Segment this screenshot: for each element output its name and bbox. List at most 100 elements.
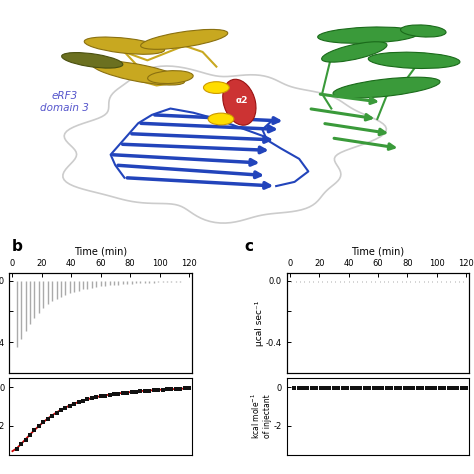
Point [159, 386, 166, 393]
Point [414, 384, 421, 392]
Point [163, 385, 171, 393]
Point [66, 402, 73, 410]
Circle shape [208, 113, 234, 125]
Point [79, 397, 87, 404]
Point [410, 384, 417, 392]
Point [419, 384, 426, 392]
Text: c: c [244, 239, 253, 255]
Point [291, 384, 298, 392]
Point [458, 384, 465, 392]
Point [53, 409, 60, 416]
Ellipse shape [322, 42, 387, 62]
Point [110, 391, 118, 398]
Point [304, 384, 311, 392]
Point [146, 387, 153, 394]
Point [92, 393, 100, 401]
Point [308, 384, 316, 392]
Point [181, 384, 188, 392]
Point [352, 384, 360, 392]
Point [356, 384, 364, 392]
X-axis label: Time (min): Time (min) [352, 247, 405, 257]
Point [374, 384, 382, 392]
Ellipse shape [223, 79, 256, 125]
Point [22, 436, 29, 443]
Point [299, 384, 307, 392]
Point [167, 385, 175, 393]
Point [35, 422, 43, 430]
Point [361, 384, 369, 392]
Point [18, 441, 25, 448]
Ellipse shape [147, 71, 193, 83]
Point [387, 384, 395, 392]
Point [137, 388, 144, 395]
Polygon shape [63, 66, 386, 223]
Point [401, 384, 408, 392]
Point [379, 384, 386, 392]
Point [123, 389, 131, 396]
Point [62, 404, 69, 411]
Point [396, 384, 404, 392]
Point [321, 384, 329, 392]
Point [295, 384, 302, 392]
Point [57, 406, 65, 414]
Point [119, 389, 127, 397]
Point [71, 400, 78, 408]
Ellipse shape [92, 61, 185, 85]
Point [39, 419, 47, 426]
Point [84, 396, 91, 403]
Ellipse shape [318, 27, 419, 43]
Point [445, 384, 453, 392]
Y-axis label: μcal sec⁻¹: μcal sec⁻¹ [255, 300, 264, 346]
Point [330, 384, 337, 392]
Text: b: b [12, 239, 23, 255]
Point [97, 392, 104, 400]
Ellipse shape [84, 37, 164, 54]
Point [185, 384, 193, 392]
Point [348, 384, 356, 392]
Ellipse shape [401, 25, 446, 37]
Point [44, 415, 52, 423]
Text: α2: α2 [236, 96, 248, 105]
Point [335, 384, 342, 392]
Point [343, 384, 351, 392]
Point [31, 427, 38, 434]
Point [150, 386, 157, 394]
X-axis label: Time (min): Time (min) [74, 247, 127, 257]
Point [176, 385, 184, 392]
Point [132, 388, 140, 395]
Point [427, 384, 435, 392]
Point [449, 384, 457, 392]
Point [326, 384, 333, 392]
Point [463, 384, 470, 392]
Point [75, 398, 82, 406]
Point [383, 384, 391, 392]
Point [405, 384, 413, 392]
Point [26, 431, 34, 438]
Point [339, 384, 346, 392]
Ellipse shape [333, 77, 440, 98]
Point [115, 390, 122, 397]
Point [141, 387, 149, 395]
Point [128, 388, 136, 396]
Point [365, 384, 373, 392]
Point [106, 391, 113, 399]
Text: eRF3
domain 3: eRF3 domain 3 [40, 91, 89, 113]
Circle shape [203, 82, 229, 93]
Ellipse shape [141, 29, 228, 49]
Point [423, 384, 430, 392]
Point [392, 384, 400, 392]
Point [370, 384, 377, 392]
Point [312, 384, 320, 392]
Point [155, 386, 162, 394]
Point [88, 394, 96, 402]
Point [101, 392, 109, 400]
Ellipse shape [368, 52, 460, 68]
Y-axis label: kcal mole$^{-1}$
of injectant: kcal mole$^{-1}$ of injectant [249, 393, 272, 439]
Point [317, 384, 324, 392]
Point [440, 384, 448, 392]
Point [436, 384, 444, 392]
Point [13, 446, 21, 453]
Point [432, 384, 439, 392]
Ellipse shape [62, 53, 123, 68]
Point [454, 384, 461, 392]
